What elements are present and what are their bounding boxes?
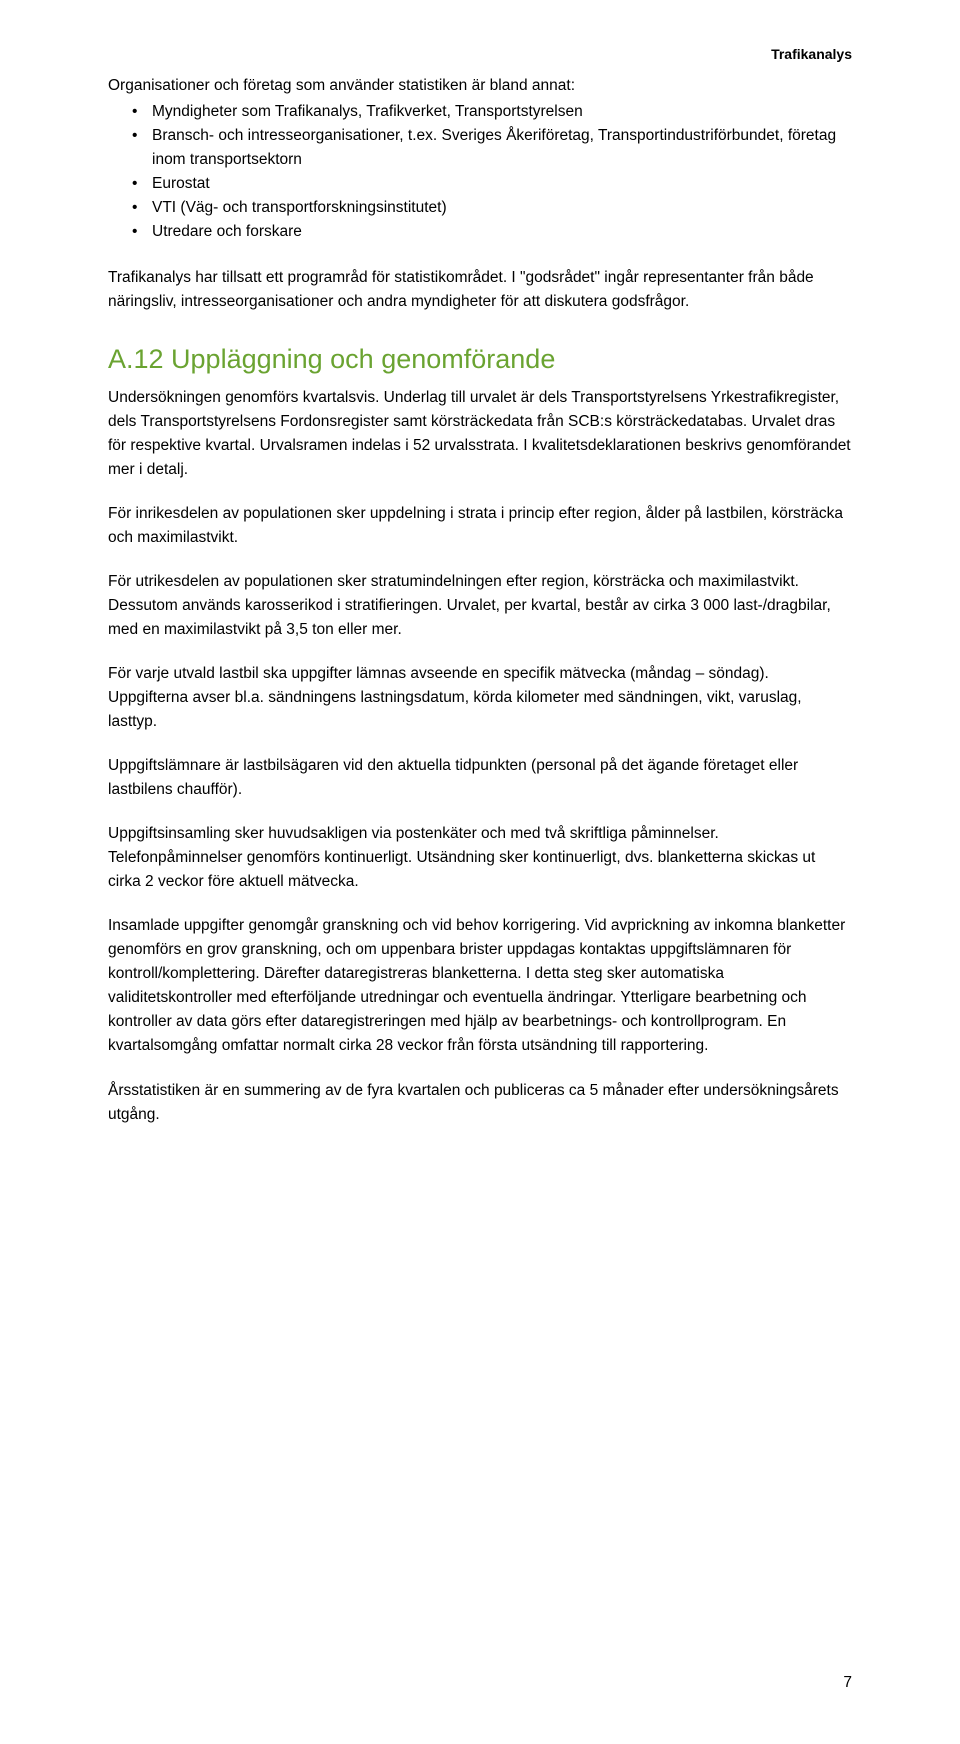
header-brand: Trafikanalys (771, 46, 852, 62)
section-heading: A.12 Uppläggning och genomförande (108, 344, 852, 375)
list-item: VTI (Väg- och transportforskningsinstitu… (108, 196, 852, 220)
body-paragraph: För inrikesdelen av populationen sker up… (108, 502, 852, 550)
body-paragraph: Uppgiftslämnare är lastbilsägaren vid de… (108, 754, 852, 802)
body-paragraph: Uppgiftsinsamling sker huvudsakligen via… (108, 822, 852, 894)
body-paragraph: För varje utvald lastbil ska uppgifter l… (108, 662, 852, 734)
list-item: Utredare och forskare (108, 220, 852, 244)
intro-bullet-list: Myndigheter som Trafikanalys, Trafikverk… (108, 100, 852, 244)
list-item: Bransch- och intresseorganisationer, t.e… (108, 124, 852, 172)
page-content: Organisationer och företag som använder … (0, 0, 960, 1127)
body-paragraph: Insamlade uppgifter genomgår granskning … (108, 914, 852, 1058)
list-item: Eurostat (108, 172, 852, 196)
body-paragraph: Undersökningen genomförs kvartalsvis. Un… (108, 386, 852, 482)
body-paragraph: Årsstatistiken är en summering av de fyr… (108, 1079, 852, 1127)
body-paragraph: För utrikesdelen av populationen sker st… (108, 570, 852, 642)
page-number: 7 (843, 1674, 852, 1692)
intro-lead: Organisationer och företag som använder … (108, 74, 852, 98)
intro-after-text: Trafikanalys har tillsatt ett programråd… (108, 266, 852, 314)
list-item: Myndigheter som Trafikanalys, Trafikverk… (108, 100, 852, 124)
